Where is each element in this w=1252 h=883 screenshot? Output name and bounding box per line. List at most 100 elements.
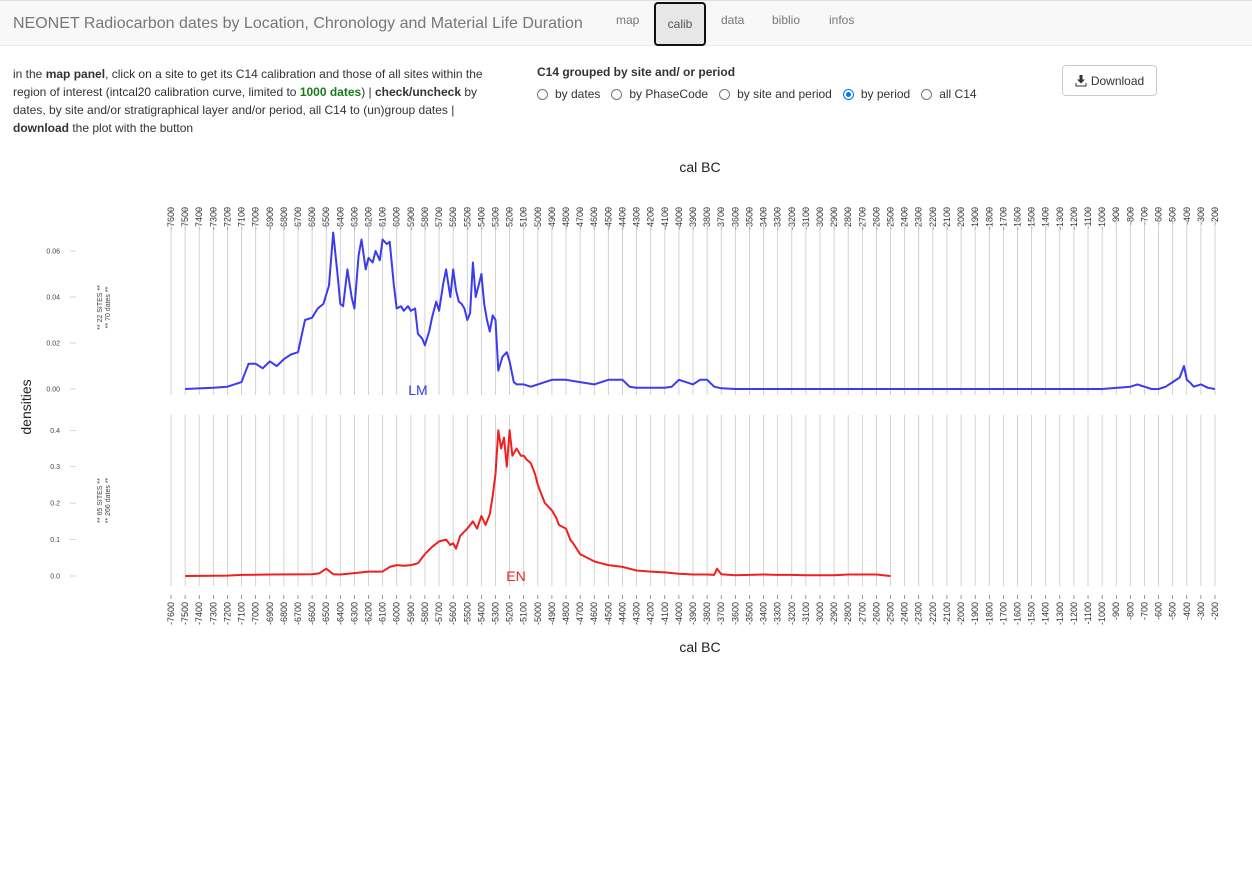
- bottom-tick-label: -1200: [1069, 602, 1079, 625]
- bottom-tick-label: -5900: [406, 602, 416, 625]
- y-tick-label: 0.04: [46, 295, 60, 302]
- help-text-part: in the: [13, 67, 46, 81]
- help-text-download: download: [13, 121, 69, 135]
- bottom-tick-label: -2600: [871, 602, 881, 625]
- top-tick-label: -5900: [406, 207, 416, 230]
- tab-infos[interactable]: infos: [829, 13, 855, 27]
- help-text-check: check/uncheck: [374, 85, 462, 99]
- panel-dates-label: ** 266 dates **: [105, 477, 112, 523]
- top-tick-label: -3400: [759, 207, 769, 230]
- tab-biblio[interactable]: biblio: [772, 13, 801, 27]
- top-tick-label: -6300: [349, 207, 359, 230]
- bottom-tick-label: -5500: [462, 602, 472, 625]
- top-tick-label: -1000: [1097, 207, 1107, 230]
- top-tick-label: -600: [1154, 207, 1164, 225]
- radio-by-site-and-period[interactable]: by site and period: [719, 87, 832, 101]
- radio-by-dates[interactable]: by dates: [537, 87, 600, 101]
- y-tick-label: 0.06: [46, 249, 60, 256]
- radio-circle[interactable]: [537, 88, 548, 100]
- top-tick-label: -2800: [843, 207, 853, 230]
- bottom-tick-label: -2800: [843, 602, 853, 625]
- bottom-tick-label: -2100: [942, 602, 952, 625]
- top-tick-label: -5000: [533, 207, 543, 230]
- top-tick-label: -1500: [1027, 207, 1037, 230]
- bottom-tick-label: -6100: [378, 602, 388, 625]
- radio-circle-selected[interactable]: [842, 88, 854, 100]
- bottom-tick-label: -3100: [801, 602, 811, 625]
- bottom-tick-label: -6600: [307, 602, 317, 625]
- bottom-tick-label: -1800: [984, 602, 994, 625]
- bottom-tick-label: -3400: [759, 602, 769, 625]
- top-tick-label: -5400: [476, 207, 486, 230]
- top-tick-label: -5500: [462, 207, 472, 230]
- grouping-title: C14 grouped by site and/ or period: [537, 65, 736, 79]
- top-tick-label: -3100: [801, 207, 811, 230]
- bottom-tick-label: -6000: [392, 602, 402, 625]
- top-tick-label: -6000: [392, 207, 402, 230]
- tab-calib[interactable]: calib: [654, 2, 706, 46]
- radio-label: by site and period: [737, 87, 832, 101]
- top-tick-label: -1600: [1012, 207, 1022, 230]
- top-tick-label: -400: [1182, 207, 1192, 225]
- top-tick-label: -4700: [575, 207, 585, 230]
- density-curve-en: [185, 429, 891, 577]
- radio-circle[interactable]: [611, 88, 623, 100]
- y-tick-label: 0.2: [50, 501, 60, 508]
- top-tick-label: -7400: [194, 207, 204, 230]
- bottom-tick-label: -6800: [279, 602, 289, 625]
- calibration-plot: cal BC -7600 -7500 -7400 -7300 -7200 -7100 -70…: [18, 159, 1220, 655]
- bottom-tick-label: -2500: [886, 602, 896, 625]
- radio-label: by dates: [555, 87, 601, 101]
- bottom-tick-label: -5300: [490, 602, 500, 625]
- top-tick-label: -5700: [434, 207, 444, 230]
- bottom-tick-label: -2400: [900, 602, 910, 625]
- radio-by-phasecode[interactable]: by PhaseCode: [611, 87, 708, 101]
- top-tick-label: -5300: [490, 207, 500, 230]
- top-tick-label: -800: [1125, 207, 1135, 225]
- radio-circle[interactable]: [719, 88, 731, 100]
- bottom-tick-label: -900: [1111, 602, 1121, 620]
- radio-by-period[interactable]: by period: [842, 87, 911, 101]
- top-tick-label: -5800: [420, 207, 430, 230]
- top-tick-label: -1400: [1041, 207, 1051, 230]
- bottom-tick-label: -5000: [533, 602, 543, 625]
- top-tick-label: -2200: [928, 207, 938, 230]
- top-tick-label: -700: [1139, 207, 1149, 225]
- bottom-tick-label: -3600: [730, 602, 740, 625]
- top-tick-label: -3200: [787, 207, 797, 230]
- top-tick-label: -3300: [773, 207, 783, 230]
- panel-en: 0.0 0.1 0.2 0.3 0.4 ** 65 SITES ** ** 266 date…: [50, 415, 1216, 586]
- top-tick-label: -6400: [335, 207, 345, 230]
- top-tick-label: -2300: [914, 207, 924, 230]
- tab-data[interactable]: data: [721, 13, 745, 27]
- top-tick-label: -2700: [857, 207, 867, 230]
- panel-dates-label: ** 70 dates **: [105, 286, 112, 328]
- top-tick-label: -1700: [998, 207, 1008, 230]
- radio-circle[interactable]: [921, 88, 933, 100]
- radio-all-c14[interactable]: all C14: [921, 87, 977, 101]
- top-tick-label: -900: [1111, 207, 1121, 225]
- bottom-tick-label: -4900: [547, 602, 557, 625]
- bottom-tick-label: -6700: [293, 602, 303, 625]
- y-tick-label: 0.3: [50, 464, 60, 471]
- top-axis-ticks: -7600 -7500 -7400 -7300 -7200 -7100 -7000 -6900…: [166, 207, 1220, 230]
- bottom-tick-label: -1500: [1027, 602, 1037, 625]
- bottom-tick-label: -1000: [1097, 602, 1107, 625]
- download-button[interactable]: Download: [1062, 65, 1157, 96]
- bottom-tick-label: -400: [1182, 602, 1192, 620]
- bottom-tick-label: -3700: [716, 602, 726, 625]
- top-tick-label: -6800: [279, 207, 289, 230]
- bottom-tick-label: -6400: [335, 602, 345, 625]
- y-tick-label: 0.02: [46, 341, 60, 348]
- bottom-tick-label: -7400: [194, 602, 204, 625]
- top-tick-label: -6600: [307, 207, 317, 230]
- bottom-tick-label: -1600: [1012, 602, 1022, 625]
- panel-lm: 0.00 0.02 0.04 0.06 ** 22 SITES ** ** 70 date…: [46, 220, 1216, 398]
- tab-map[interactable]: map: [616, 13, 640, 27]
- bottom-tick-label: -3900: [688, 602, 698, 625]
- help-text-part: ) |: [361, 85, 375, 99]
- bottom-tick-label: -200: [1210, 602, 1220, 620]
- bottom-tick-label: -6500: [321, 602, 331, 625]
- radio-label: by period: [860, 87, 911, 101]
- bottom-tick-label: -6200: [364, 602, 374, 625]
